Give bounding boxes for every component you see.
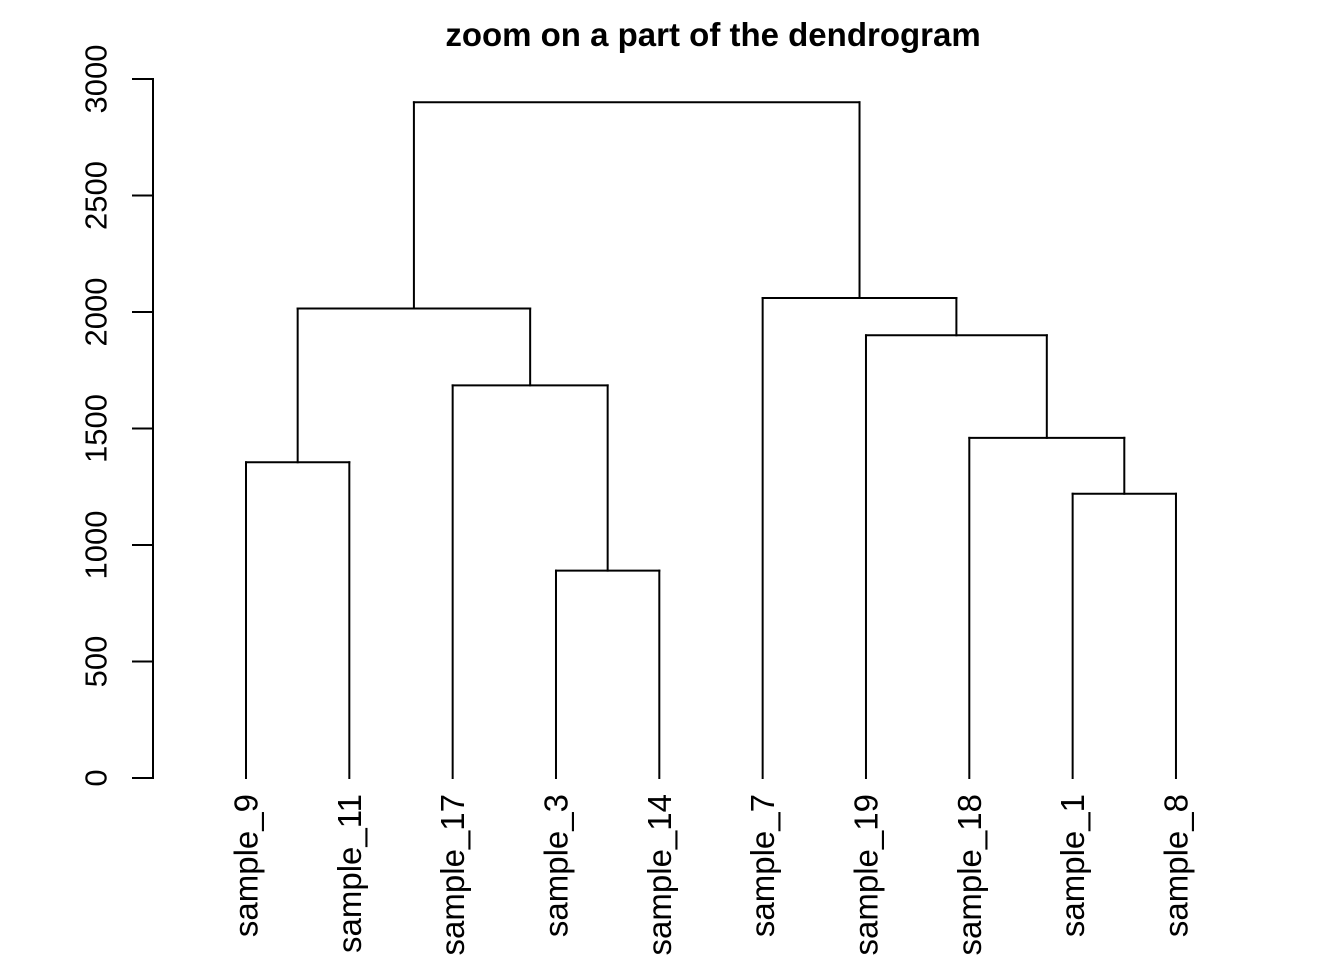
chart-title: zoom on a part of the dendrogram [445,16,981,53]
leaf-label: sample_9 [228,794,265,937]
y-axis-tick-label: 2500 [79,161,114,230]
leaf-label: sample_17 [434,794,471,955]
leaf-label: sample_19 [847,794,884,955]
leaf-label: sample_18 [951,794,988,955]
y-axis-tick-label: 0 [79,769,114,786]
y-axis-tick-label: 500 [79,636,114,688]
leaf-label: sample_7 [744,794,781,937]
y-axis-tick-label: 2000 [79,278,114,347]
leaf-label: sample_11 [331,794,368,953]
leaf-label: sample_1 [1054,794,1091,937]
y-axis-tick-label: 1500 [79,394,114,463]
y-axis-tick-label: 1000 [79,511,114,580]
y-axis-tick-label: 3000 [79,45,114,114]
leaf-label: sample_3 [537,794,574,937]
leaf-label: sample_8 [1157,794,1194,937]
leaf-label: sample_14 [641,794,678,955]
